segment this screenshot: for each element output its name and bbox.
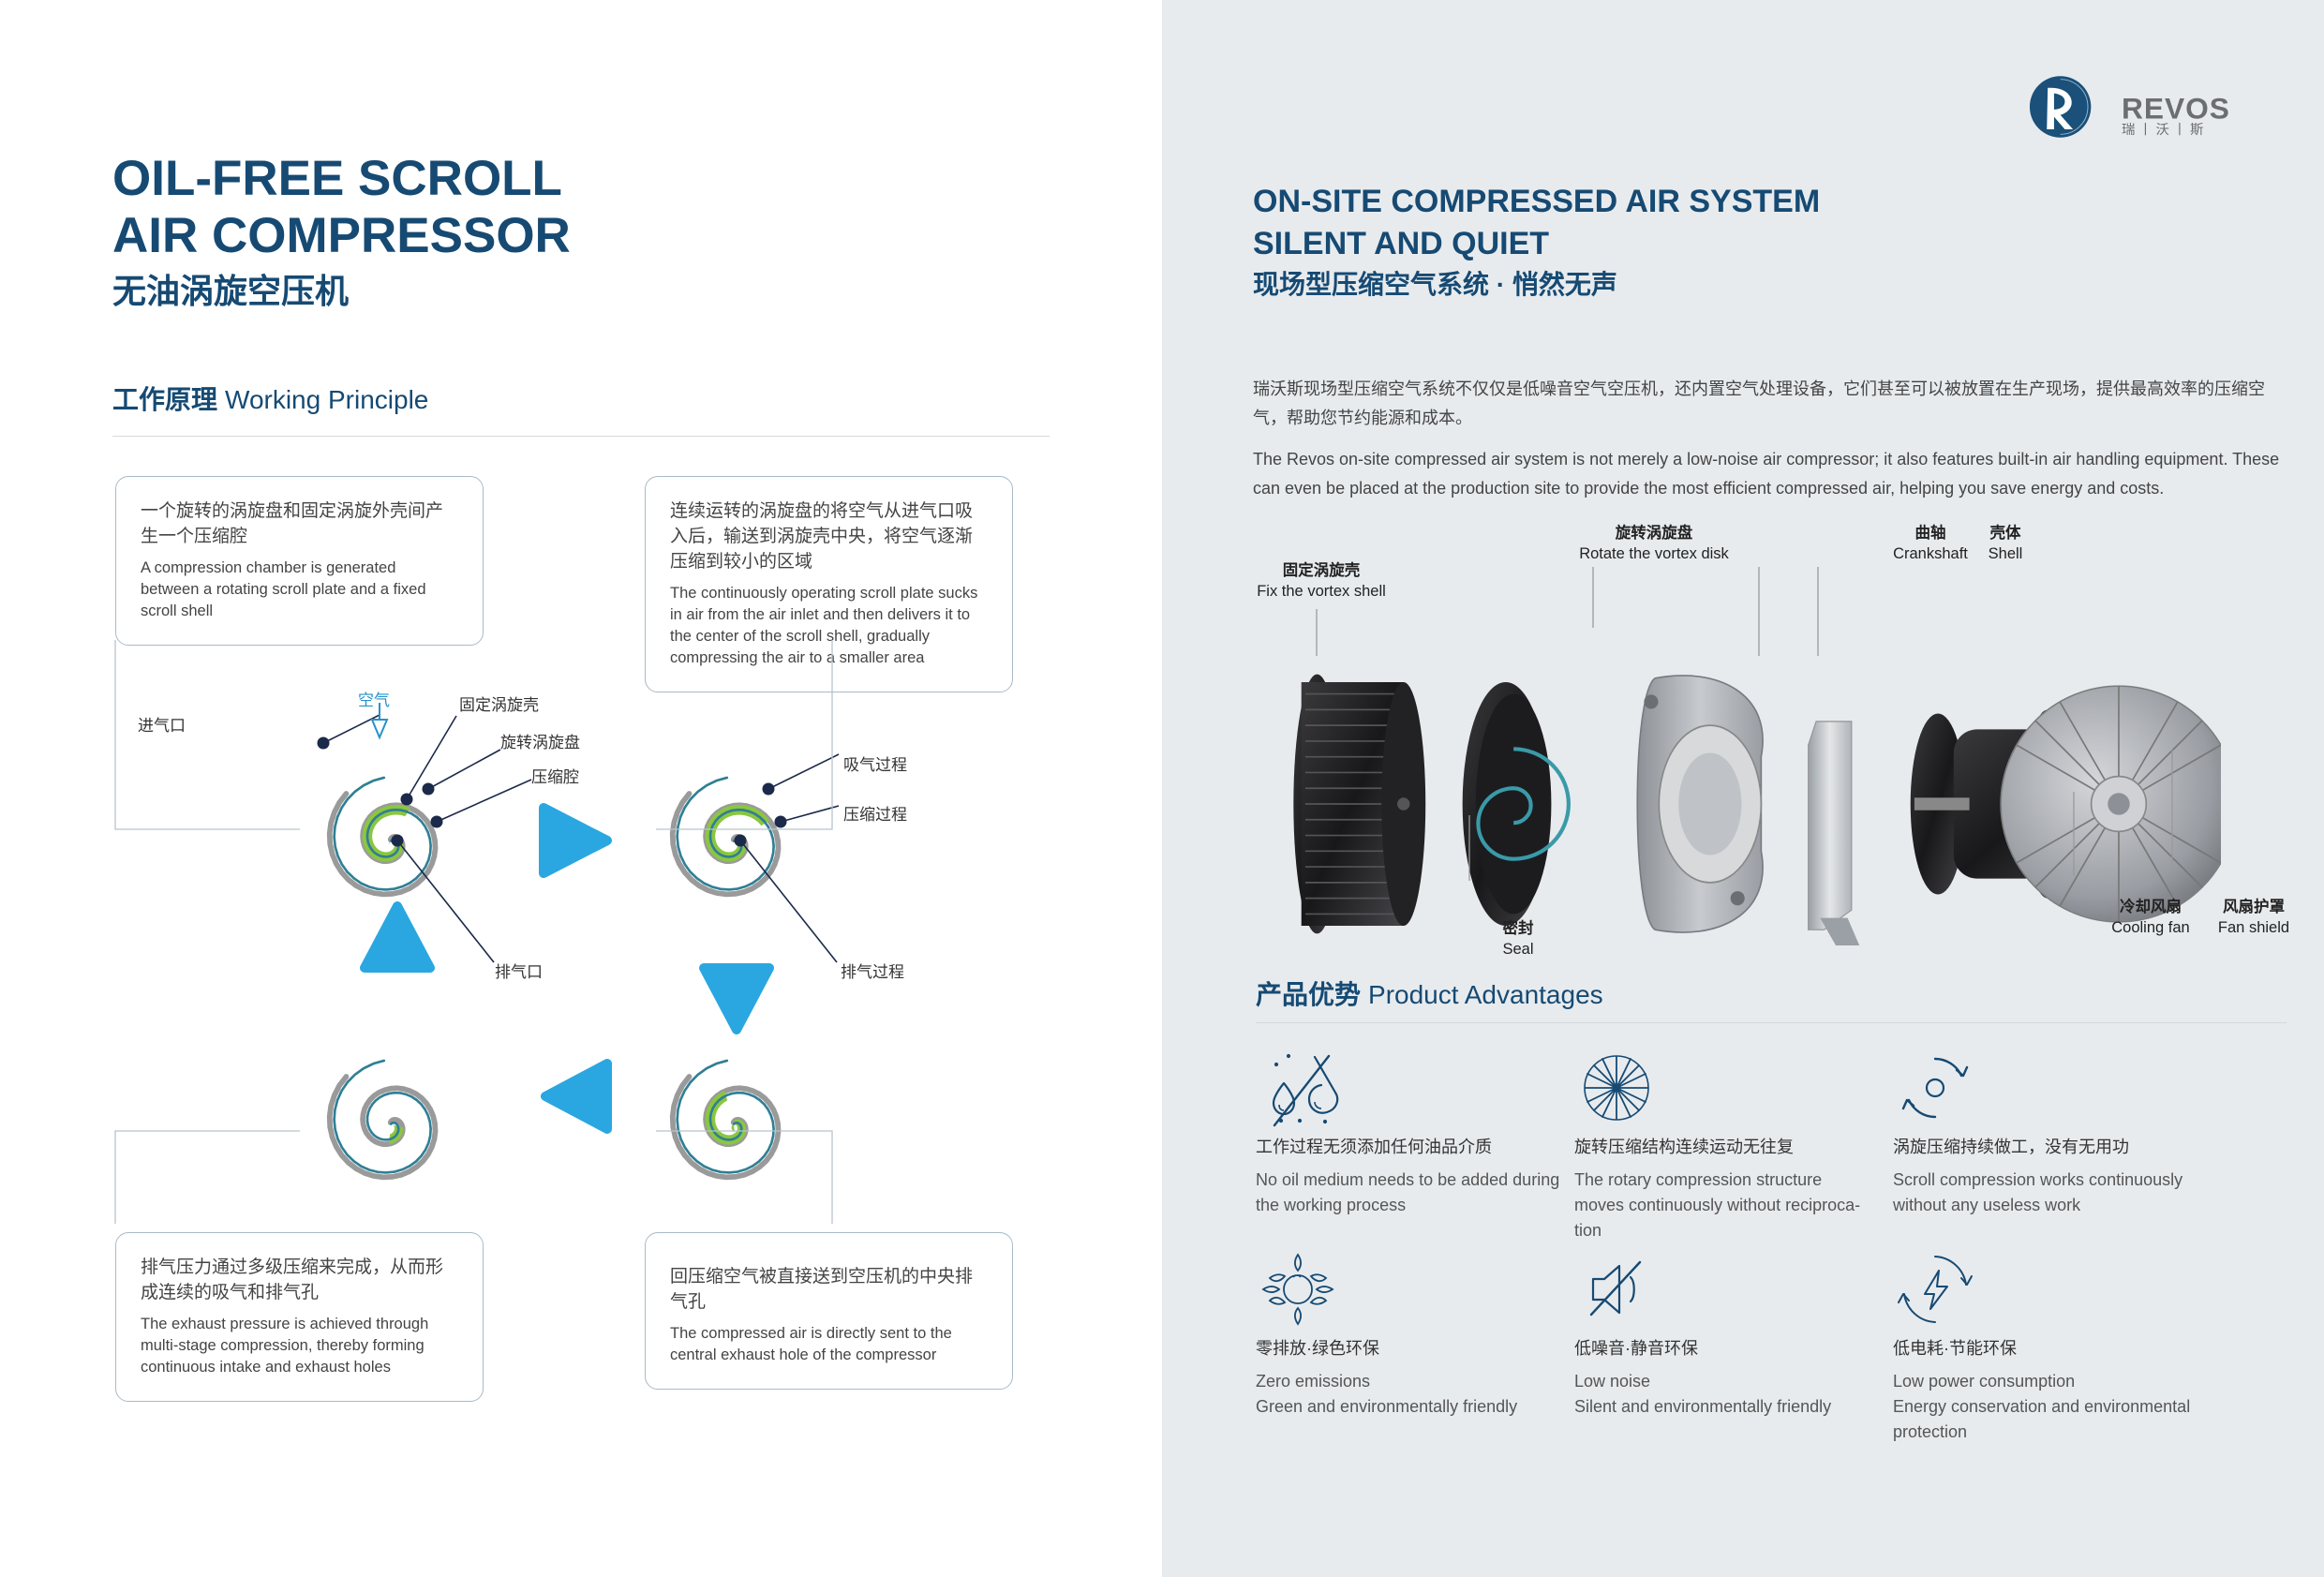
svg-text:REVOS: REVOS	[2122, 92, 2230, 126]
svg-text:瑞丨沃丨斯: 瑞丨沃丨斯	[2122, 122, 2207, 138]
